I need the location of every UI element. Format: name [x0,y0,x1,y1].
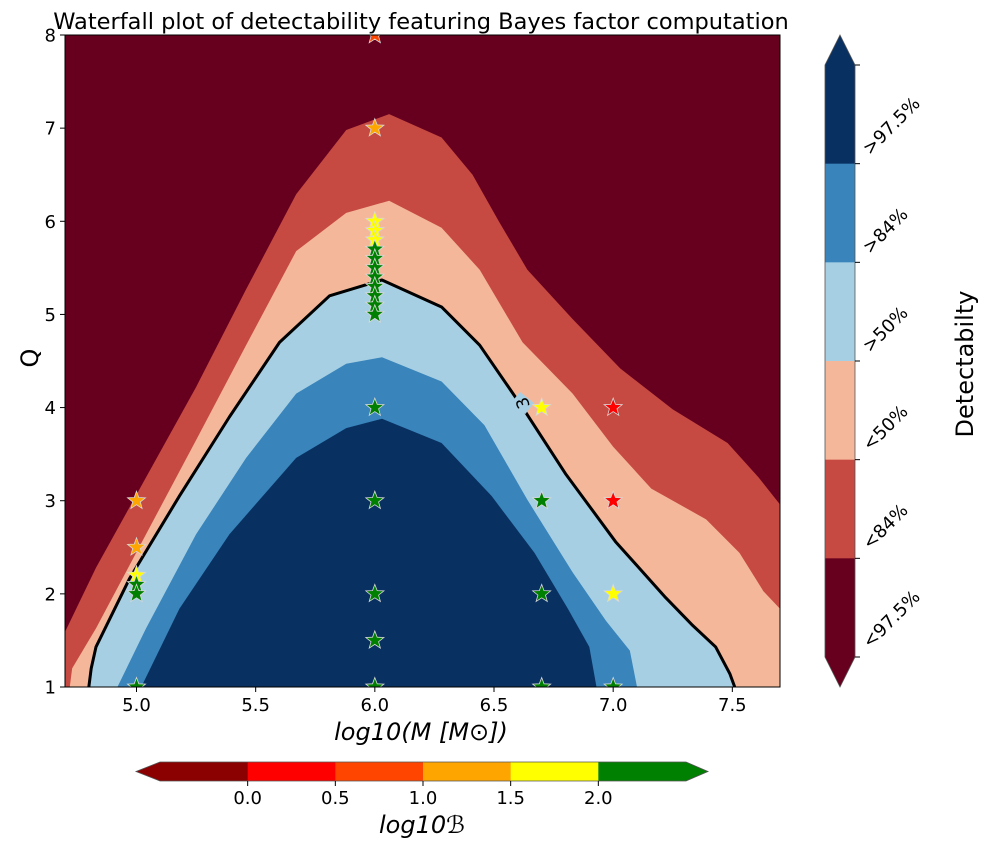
bayes-colorbar-segment [423,762,512,781]
colorbar-tick-label: <50% [859,401,913,455]
colorbar-extend-bottom [825,657,855,687]
bayes-colorbar-tick-label: 0.0 [233,788,262,809]
data-point-star [531,583,552,603]
y-tick-label: 2 [45,584,56,605]
x-tick-label: 7.5 [718,695,747,716]
x-tick-label: 6.5 [480,695,509,716]
data-point-star [364,117,385,137]
data-point-star [364,490,386,510]
y-axis: 1 2 3 4 5 6 7 8 [45,26,65,699]
x-tick-label: 7.0 [599,695,628,716]
chart-title: Waterfall plot of detectability featurin… [53,9,789,35]
data-point-star [364,583,385,603]
detectability-colorbar-label: Detectabilty [951,291,979,438]
data-point-star [364,396,385,417]
data-point-star [603,396,624,417]
contour-line [87,278,737,687]
x-tick-label: 5.5 [241,695,270,716]
colorbar-segment [825,65,855,165]
bayes-colorbar-tick-label: 0.5 [321,788,350,809]
plot-area: 3 [65,35,780,687]
data-point-star [603,583,624,603]
plot-frame [64,34,781,688]
colorbar-tick-label: <97.5% [859,587,925,653]
colorbar-segment [825,262,855,362]
contour-label-gap [511,391,535,414]
data-point-star [364,676,386,687]
data-point-star [602,490,624,510]
colorbar-extend-top [825,35,855,65]
bayes-colorbar-segment [598,762,687,781]
x-axis: 5.0 5.5 6.0 6.5 7.0 7.5 [122,687,747,716]
bayes-colorbar-segment [247,762,336,781]
y-tick-label: 4 [45,398,56,419]
bayes-factor-colorbar-label: log10ℬ [379,811,465,839]
bayes-colorbar-outline [134,761,710,782]
bayes-colorbar-tick-label: 2.0 [584,788,613,809]
bayes-colorbar-extend-left [136,762,160,781]
data-point-star [531,396,552,417]
colorbar-segment [825,459,855,559]
colorbar-tick-label: <84% [859,500,913,554]
x-tick-label: 5.0 [122,695,151,716]
x-axis-label: log10(M [M⊙]) [334,718,508,746]
data-point-star [126,676,147,687]
colorbar-segment [825,558,855,658]
data-point-star [364,303,385,324]
bayes-factor-colorbar: 0.0 0.5 1.0 1.5 2.0 [134,761,710,809]
colorbar-tick-label: >84% [859,204,913,258]
data-point-star [602,676,624,687]
y-tick-label: 6 [45,212,56,233]
y-tick-label: 7 [45,119,56,140]
bayes-colorbar-segment [335,762,424,781]
bayes-colorbar-tick-label: 1.0 [409,788,438,809]
y-tick-label: 5 [45,305,56,326]
data-point-star [364,629,385,650]
data-point-star [531,490,552,510]
y-axis-label: Q [16,349,44,368]
detectability-colorbar: >97.5% >84% >50% <50% <84% <97.5% [824,34,925,688]
data-point-star [126,490,147,510]
data-point-star [368,35,382,44]
x-tick-label: 6.0 [361,695,390,716]
data-point-star [126,583,147,603]
data-point-star [126,536,147,556]
y-tick-label: 8 [45,26,56,47]
data-point-star [531,676,552,687]
bayes-colorbar-segment [160,762,249,781]
region->97.5% [141,418,597,687]
colorbar-tick-label: >97.5% [859,93,925,159]
colorbar-segment [825,361,855,461]
bayes-colorbar-tick-label: 1.5 [496,788,525,809]
y-tick-label: 3 [45,491,56,512]
bayes-colorbar-segment [510,762,599,781]
y-tick-label: 1 [45,678,56,699]
colorbar-tick-label: >50% [859,303,913,357]
colorbar-segment [825,163,855,263]
bayes-colorbar-extend-right [686,762,708,781]
